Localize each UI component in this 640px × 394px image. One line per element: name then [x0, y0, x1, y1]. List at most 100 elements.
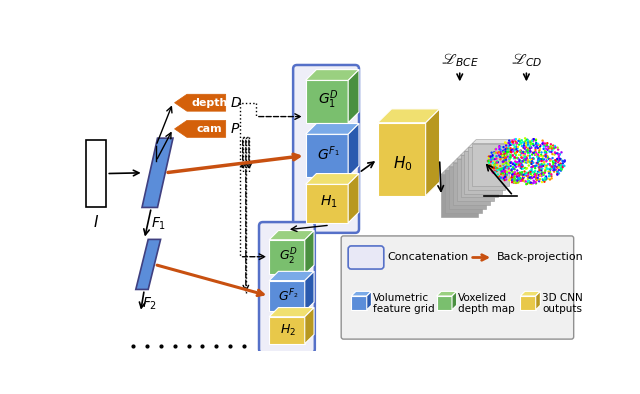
Point	[492, 158, 502, 165]
Point	[531, 147, 541, 153]
Point	[518, 145, 529, 151]
Point	[532, 143, 542, 150]
Point	[540, 166, 550, 173]
Point	[550, 144, 561, 151]
Point	[529, 142, 539, 149]
Point	[506, 174, 516, 180]
Point	[541, 176, 551, 182]
Polygon shape	[269, 281, 305, 311]
Point	[509, 155, 519, 162]
Point	[532, 177, 542, 183]
Polygon shape	[305, 230, 314, 275]
Point	[554, 151, 564, 157]
Point	[517, 164, 527, 170]
Point	[552, 150, 563, 156]
Point	[515, 149, 525, 155]
Point	[548, 165, 558, 171]
Point	[513, 145, 523, 152]
Point	[518, 173, 528, 179]
Point	[488, 160, 498, 166]
Point	[525, 160, 536, 167]
Point	[503, 149, 513, 155]
Point	[546, 163, 556, 169]
Point	[499, 158, 509, 165]
Point	[548, 161, 558, 167]
Point	[543, 145, 554, 152]
Point	[533, 158, 543, 164]
Point	[511, 152, 521, 158]
Point	[526, 159, 536, 165]
Point	[551, 167, 561, 173]
Point	[497, 169, 508, 176]
Point	[516, 171, 527, 177]
Point	[556, 165, 566, 171]
Point	[533, 158, 543, 165]
Point	[532, 154, 542, 160]
Point	[549, 145, 559, 151]
Point	[524, 138, 534, 145]
Point	[523, 147, 533, 154]
Point	[523, 142, 533, 149]
Point	[518, 158, 528, 164]
Point	[516, 137, 527, 143]
Point	[540, 177, 550, 183]
Point	[540, 178, 550, 185]
Point	[523, 173, 533, 180]
Point	[498, 170, 508, 177]
Point	[501, 174, 511, 180]
Point	[495, 156, 506, 162]
Point	[497, 154, 508, 161]
Point	[503, 162, 513, 168]
Polygon shape	[520, 296, 536, 310]
Point	[515, 175, 525, 181]
Point	[505, 177, 515, 183]
Point	[531, 179, 541, 186]
Point	[490, 163, 500, 169]
FancyBboxPatch shape	[341, 236, 573, 339]
Point	[536, 156, 546, 162]
Point	[529, 178, 539, 184]
Point	[497, 153, 508, 159]
Point	[484, 162, 495, 169]
Polygon shape	[348, 70, 359, 123]
Point	[538, 171, 548, 178]
Point	[513, 163, 524, 169]
Point	[500, 168, 510, 174]
Point	[543, 143, 553, 150]
Point	[541, 158, 552, 164]
Point	[528, 163, 538, 169]
Point	[513, 144, 523, 150]
Point	[511, 138, 521, 145]
Point	[492, 162, 502, 168]
Point	[534, 178, 545, 184]
Point	[513, 178, 523, 184]
Point	[540, 161, 550, 167]
Point	[516, 141, 526, 147]
Point	[509, 171, 520, 177]
Text: $F_1$: $F_1$	[152, 215, 166, 232]
Point	[548, 159, 558, 165]
Point	[484, 162, 495, 168]
Point	[553, 147, 563, 153]
Point	[546, 149, 556, 155]
Point	[492, 159, 502, 165]
Point	[513, 155, 524, 162]
Point	[488, 165, 499, 171]
Point	[550, 160, 561, 166]
Point	[502, 152, 512, 158]
Point	[527, 156, 537, 162]
Point	[536, 162, 547, 168]
Point	[549, 158, 559, 164]
Polygon shape	[445, 171, 482, 213]
Text: 3D CNN
outputs: 3D CNN outputs	[542, 293, 582, 314]
Text: $G_2^D$: $G_2^D$	[279, 247, 298, 267]
Point	[518, 158, 528, 164]
Point	[509, 171, 519, 177]
Point	[534, 165, 545, 172]
Polygon shape	[426, 109, 440, 196]
Point	[516, 162, 526, 168]
Point	[520, 165, 530, 171]
Point	[504, 167, 515, 174]
Point	[493, 171, 503, 178]
Point	[542, 142, 552, 148]
